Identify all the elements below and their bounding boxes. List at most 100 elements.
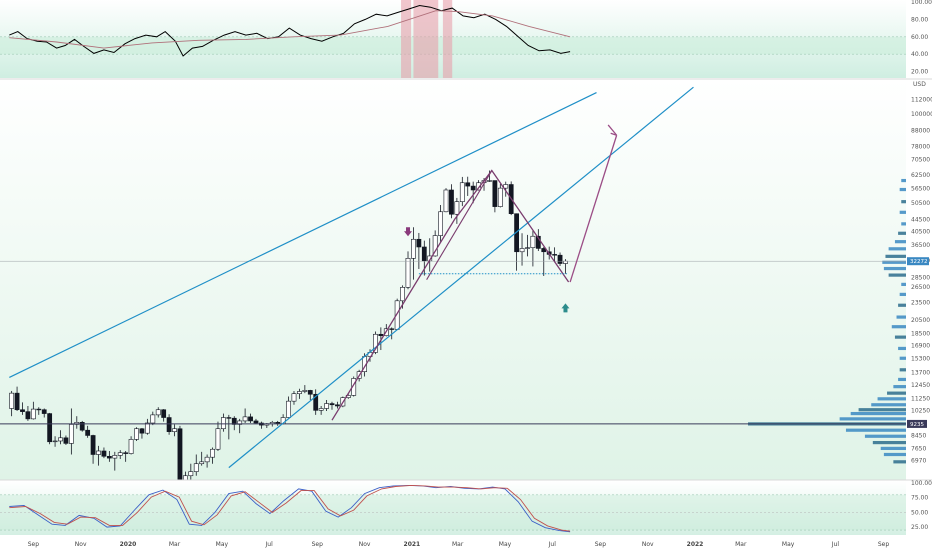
rsi-highlights — [401, 0, 453, 78]
profile-bar — [899, 210, 906, 214]
price-tick-label: 56500 — [911, 185, 930, 192]
profile-bar — [872, 440, 906, 445]
profile-bar — [898, 346, 906, 351]
profile-bar — [850, 411, 906, 416]
wedge-line — [331, 169, 570, 421]
candle-body — [41, 409, 47, 414]
profile-bar — [885, 254, 906, 258]
candle-body — [519, 248, 525, 253]
profile-bar — [858, 408, 906, 412]
time-tick-label: Sep — [312, 541, 324, 548]
candle-body — [204, 456, 210, 463]
time-axis-background — [0, 536, 932, 550]
price-tick-label: 78000 — [911, 143, 930, 150]
price-panel: USD 112000 100000 88000 78000 70500 62500 56500… — [0, 80, 932, 480]
profile-bar — [901, 222, 906, 226]
candle-body — [36, 408, 42, 411]
candle-body — [503, 184, 509, 189]
candle-body — [215, 428, 221, 450]
time-tick-label: Mar — [452, 541, 464, 548]
candle-body — [400, 287, 405, 302]
candle-body — [188, 471, 194, 477]
stochastic-series-1 — [9, 484, 571, 532]
candle-body — [14, 392, 20, 411]
rsi-tick-label: 100.00 — [911, 0, 932, 6]
price-tick-label: 15300 — [911, 355, 930, 362]
level-badge — [907, 419, 927, 428]
candle-body — [25, 411, 31, 420]
candle-body — [324, 403, 329, 409]
profile-bar — [888, 247, 906, 251]
candle-body — [389, 328, 395, 330]
price-tick-label: 88000 — [911, 128, 930, 135]
candle-body — [101, 450, 107, 457]
candle-body — [30, 408, 36, 420]
candle-body — [286, 400, 291, 418]
candle-body — [563, 260, 568, 264]
price-tick-label: 18500 — [911, 331, 930, 338]
candle-body — [112, 455, 118, 459]
profile-bar — [882, 260, 906, 264]
rsi-series-0 — [9, 4, 571, 57]
time-tick-label: Mar — [169, 541, 181, 548]
profile-bar — [898, 303, 906, 307]
candle-body — [335, 404, 340, 407]
profile-bar — [877, 397, 906, 401]
stochastic-tick-label: 25.00 — [911, 524, 928, 531]
time-tick-label: May — [782, 541, 795, 548]
profile-bar — [899, 368, 906, 372]
candle-body — [248, 416, 253, 422]
candle-body — [378, 333, 384, 336]
stochastic-band — [0, 494, 906, 531]
candle-body — [449, 189, 454, 215]
profile-bar — [899, 292, 906, 297]
price-panel-background — [0, 80, 906, 480]
price-tick-label: 40500 — [911, 229, 930, 236]
candle-body — [128, 439, 134, 454]
stochastic-tick-label: 75.00 — [911, 495, 928, 502]
candle-body — [106, 455, 112, 459]
candle-body — [172, 428, 177, 432]
profile-bar — [901, 282, 906, 286]
stochastic-lines — [9, 484, 571, 533]
projection-arrowhead — [607, 124, 618, 136]
time-tick-label: Jul — [831, 541, 840, 548]
candle-body — [193, 463, 199, 472]
rsi-tick-label: 40.00 — [911, 51, 928, 58]
profile-bar — [898, 231, 906, 235]
candle-body — [470, 185, 476, 191]
candle-body — [9, 392, 15, 409]
projection-line — [569, 135, 618, 283]
candle-body — [492, 180, 498, 207]
wedge-segment — [426, 170, 493, 280]
rsi-highlight-window — [401, 0, 412, 78]
price-tick-label: 36500 — [911, 242, 930, 249]
drawings — [0, 86, 906, 469]
candle-body — [329, 403, 335, 406]
candle-body — [291, 393, 297, 402]
price-tick-label: 28500 — [911, 274, 930, 281]
price-tick-label: 13700 — [911, 370, 930, 377]
price-tick-label: 16900 — [911, 342, 930, 349]
price-tick-label: 6970 — [911, 458, 926, 465]
profile-bar — [893, 460, 906, 464]
candle-body — [411, 238, 416, 259]
current-price-label: 32272 — [910, 259, 928, 265]
candle-body — [530, 235, 536, 249]
candle-body — [432, 235, 438, 257]
candle-body — [552, 254, 558, 256]
profile-bar — [899, 356, 906, 360]
price-tick-label: 12450 — [911, 382, 930, 389]
candle-body — [134, 428, 139, 440]
time-tick-label: Sep — [878, 541, 890, 548]
time-tick-label: Sep — [595, 541, 607, 548]
candle-body — [161, 409, 167, 418]
current-price-badge — [907, 257, 929, 266]
candle-body — [497, 187, 503, 207]
time-axis[interactable]: Sep Nov 2020 Mar May Jul Sep Nov 2021 Mar May Jul Se… — [0, 536, 932, 550]
price-tick-label: 23500 — [911, 299, 930, 306]
candle-body — [199, 461, 205, 465]
candle-body — [85, 429, 91, 436]
candle-body — [58, 437, 63, 442]
